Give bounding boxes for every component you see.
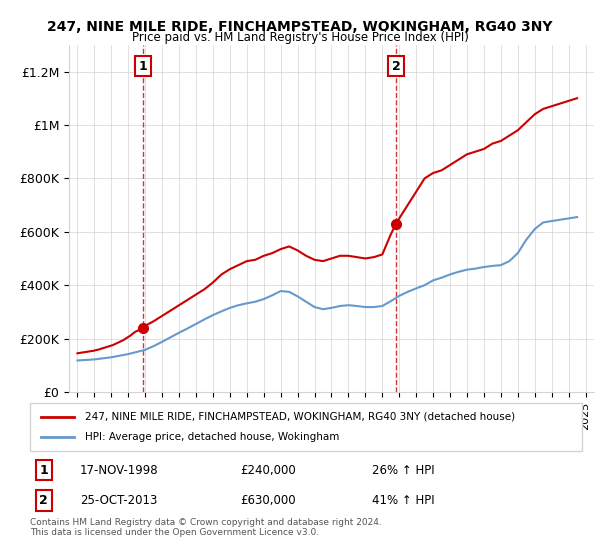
Text: 17-NOV-1998: 17-NOV-1998 [80, 464, 158, 477]
Text: 1: 1 [40, 464, 48, 477]
Text: HPI: Average price, detached house, Wokingham: HPI: Average price, detached house, Woki… [85, 432, 340, 442]
Text: Price paid vs. HM Land Registry's House Price Index (HPI): Price paid vs. HM Land Registry's House … [131, 31, 469, 44]
Text: 247, NINE MILE RIDE, FINCHAMPSTEAD, WOKINGHAM, RG40 3NY: 247, NINE MILE RIDE, FINCHAMPSTEAD, WOKI… [47, 20, 553, 34]
Text: 2: 2 [392, 60, 400, 73]
Text: 26% ↑ HPI: 26% ↑ HPI [372, 464, 435, 477]
Text: 1: 1 [139, 60, 148, 73]
Text: £630,000: £630,000 [240, 494, 295, 507]
Text: 2: 2 [40, 494, 48, 507]
Text: 247, NINE MILE RIDE, FINCHAMPSTEAD, WOKINGHAM, RG40 3NY (detached house): 247, NINE MILE RIDE, FINCHAMPSTEAD, WOKI… [85, 412, 515, 422]
Text: 41% ↑ HPI: 41% ↑ HPI [372, 494, 435, 507]
FancyBboxPatch shape [30, 403, 582, 451]
Text: Contains HM Land Registry data © Crown copyright and database right 2024.
This d: Contains HM Land Registry data © Crown c… [30, 518, 382, 538]
Text: £240,000: £240,000 [240, 464, 296, 477]
Text: 25-OCT-2013: 25-OCT-2013 [80, 494, 157, 507]
